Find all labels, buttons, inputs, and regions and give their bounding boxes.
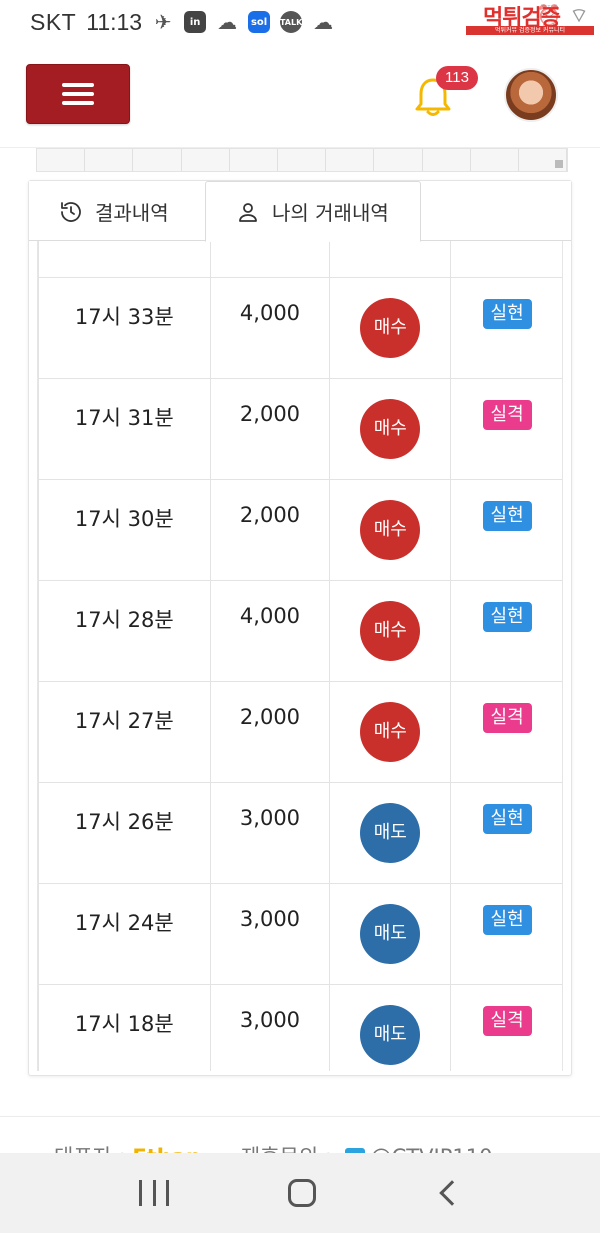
table-row: 17시 30분 2,000 매수 실현 xyxy=(38,479,562,581)
cloud-sync-icon: ☁ xyxy=(217,10,238,34)
wifi-icon: ⌔ xyxy=(569,2,589,27)
watermark-title: 먹튀검증 xyxy=(483,5,561,30)
recent-apps-button[interactable] xyxy=(139,1180,170,1206)
sol-app-icon: sol xyxy=(248,11,271,33)
trade-amount: 4,000 xyxy=(209,580,331,682)
system-nav-bar xyxy=(0,1153,600,1233)
trade-time: 17시 24분 xyxy=(38,883,211,985)
hamburger-icon xyxy=(62,83,94,105)
trade-time: 17시 28분 xyxy=(38,580,211,682)
scroll-corner[interactable] xyxy=(555,160,563,168)
back-button[interactable] xyxy=(438,1180,465,1206)
trade-result-badge: 실현 xyxy=(482,501,532,531)
trade-table-scroll[interactable]: 17시 33분 4,000 매수 실현 17시 31분 2,000 매수 실격 17시 30분 2… xyxy=(37,241,563,1071)
table-row: 17시 33분 4,000 매수 실현 xyxy=(38,277,562,379)
tab-bar: 결과내역 나의 거래내역 xyxy=(29,181,571,242)
trade-result-badge: 실격 xyxy=(482,703,532,733)
linkedin-app-icon: in xyxy=(184,11,207,33)
trade-type-badge: 매수 xyxy=(360,399,421,459)
user-avatar[interactable] xyxy=(504,68,558,122)
trade-type-cell: 매수 xyxy=(329,277,452,379)
cloud-icon: ☁ xyxy=(313,10,334,34)
table-row: 17시 26분 3,000 매도 실현 xyxy=(38,782,562,884)
trade-result-cell: 실현 xyxy=(450,782,562,884)
home-button[interactable] xyxy=(287,1179,316,1207)
trade-time: 17시 33분 xyxy=(38,277,211,379)
trade-amount: 3,000 xyxy=(209,984,331,1071)
kakaotalk-icon: TALK xyxy=(280,11,302,33)
tab-results-label: 결과내역 xyxy=(95,201,169,225)
status-bar-right: ⏰ ⌔ xyxy=(536,2,590,28)
trade-result-cell: 실현 xyxy=(450,479,562,581)
trade-time: 17시 27분 xyxy=(38,681,211,783)
send-icon: ✈ xyxy=(154,10,172,34)
trade-result-cell: 실현 xyxy=(450,580,562,682)
menu-button[interactable] xyxy=(26,64,130,124)
trade-amount: 2,000 xyxy=(209,479,331,581)
carrier-label: SKT xyxy=(30,8,77,35)
table-row: 17시 31분 2,000 매수 실격 xyxy=(38,378,562,480)
trade-type-badge: 매수 xyxy=(360,702,421,762)
tab-results[interactable]: 결과내역 xyxy=(29,181,205,242)
alarm-icon: ⏰ xyxy=(536,3,562,27)
trade-amount: 2,000 xyxy=(209,378,331,480)
status-bar: SKT 11:13 ✈ in ☁ sol TALK ☁ ⏰ ⌔ 먹튀검증 먹튀커… xyxy=(0,0,600,44)
trade-result-badge: 실현 xyxy=(482,602,532,632)
history-card: 결과내역 나의 거래내역 17시 33분 4,000 매수 실현 17시 xyxy=(28,180,572,1076)
trade-amount: 2,000 xyxy=(209,681,331,783)
tab-my-trades[interactable]: 나의 거래내역 xyxy=(205,181,421,242)
trade-type-cell: 매수 xyxy=(329,479,452,581)
trade-type-badge: 매도 xyxy=(360,1005,421,1065)
trade-table: 17시 33분 4,000 매수 실현 17시 31분 2,000 매수 실격 17시 30분 2… xyxy=(38,241,562,1071)
watermark-subtitle: 먹튀커뮤 검증정보 커뮤니티 xyxy=(466,26,594,35)
trade-time: 17시 18분 xyxy=(38,984,211,1071)
trade-amount: 4,000 xyxy=(209,277,331,379)
clock: 11:13 xyxy=(86,8,143,35)
trade-result-cell: 실현 xyxy=(450,277,562,379)
table-row-partial xyxy=(38,241,562,278)
trade-result-cell: 실격 xyxy=(450,984,562,1071)
trade-time: 17시 26분 xyxy=(38,782,211,884)
trade-result-cell: 실격 xyxy=(450,378,562,480)
trade-type-badge: 매수 xyxy=(360,500,421,560)
trade-time: 17시 31분 xyxy=(38,378,211,480)
table-row: 17시 28분 4,000 매수 실현 xyxy=(38,580,562,682)
table-row: 17시 27분 2,000 매수 실격 xyxy=(38,681,562,783)
app-header: 113 xyxy=(0,44,600,148)
trade-result-badge: 실격 xyxy=(482,1006,532,1036)
notification-count-badge: 113 xyxy=(436,66,478,90)
trade-amount: 3,000 xyxy=(209,883,331,985)
trade-type-cell: 매수 xyxy=(329,580,452,682)
trade-type-cell: 매도 xyxy=(329,883,452,985)
user-icon xyxy=(239,202,257,222)
trade-result-badge: 실격 xyxy=(482,400,532,430)
trade-time: 17시 30분 xyxy=(38,479,211,581)
history-icon xyxy=(61,201,81,222)
trade-type-badge: 매도 xyxy=(360,803,421,863)
trade-result-cell: 실현 xyxy=(450,883,562,985)
trade-type-badge: 매수 xyxy=(360,298,421,358)
trade-result-badge: 실현 xyxy=(482,299,532,329)
trade-type-badge: 매수 xyxy=(360,601,421,661)
trade-type-cell: 매수 xyxy=(329,378,452,480)
table-row: 17시 24분 3,000 매도 실현 xyxy=(38,883,562,985)
trade-amount: 3,000 xyxy=(209,782,331,884)
trade-result-badge: 실현 xyxy=(482,804,532,834)
table-row: 17시 18분 3,000 매도 실격 xyxy=(38,984,562,1071)
trade-type-cell: 매도 xyxy=(329,782,452,884)
footer: 대표자 : Ethan 제휴문의 : @CTVIP110 xyxy=(0,1116,600,1169)
trade-result-badge: 실현 xyxy=(482,905,532,935)
status-bar-left: SKT 11:13 ✈ in ☁ sol TALK ☁ xyxy=(30,9,334,36)
trade-type-cell: 매수 xyxy=(329,681,452,783)
trade-type-badge: 매도 xyxy=(360,904,421,964)
tab-my-trades-label: 나의 거래내역 xyxy=(272,201,389,225)
chart-grid-strip xyxy=(36,148,568,172)
trade-result-cell: 실격 xyxy=(450,681,562,783)
trade-type-cell: 매도 xyxy=(329,984,452,1071)
